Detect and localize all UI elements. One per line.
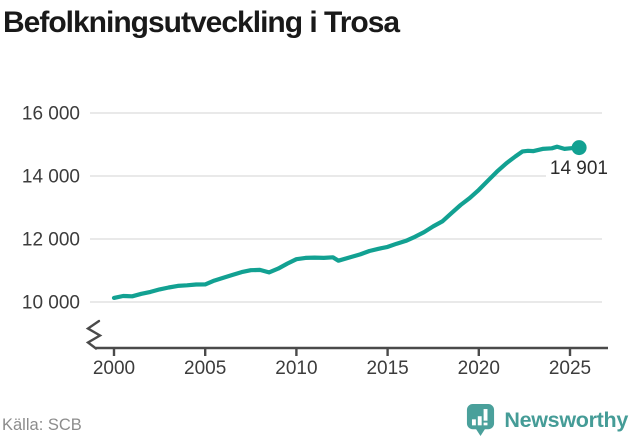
population-line (111, 144, 582, 300)
x-tick-label: 2025 (549, 358, 591, 379)
y-tick-label: 14 000 (22, 167, 80, 188)
latest-value-annotation: 14 901 (546, 156, 610, 179)
source-attribution: Källa: SCB (2, 416, 82, 434)
gridlines (90, 112, 602, 303)
latest-value-label: 14 901 (550, 158, 608, 179)
newsworthy-logo[interactable]: Newsworthy (465, 403, 628, 437)
x-tick-label: 2015 (366, 358, 408, 379)
y-tick-label: 16 000 (22, 104, 80, 125)
latest-value-marker (571, 140, 587, 156)
x-tick-label: 2005 (184, 358, 226, 379)
y-axis-break-icon (85, 319, 103, 350)
newsworthy-wordmark: Newsworthy (504, 407, 628, 432)
y-tick-label: 10 000 (22, 293, 80, 314)
label-background (546, 156, 610, 178)
chart-title: Befolkningsutveckling i Trosa (3, 6, 400, 39)
x-tick-label: 2020 (458, 358, 500, 379)
y-axis-tick-labels: 10 000 12 000 14 000 16 000 (22, 104, 80, 314)
y-tick-label: 12 000 (22, 230, 80, 251)
data-series (111, 140, 587, 300)
x-tick-label: 2000 (93, 358, 135, 379)
x-tick-label: 2010 (275, 358, 317, 379)
newsworthy-bubble-chart-icon (467, 404, 495, 436)
x-axis: 2000 2005 2010 2015 2020 2025 (93, 346, 608, 379)
